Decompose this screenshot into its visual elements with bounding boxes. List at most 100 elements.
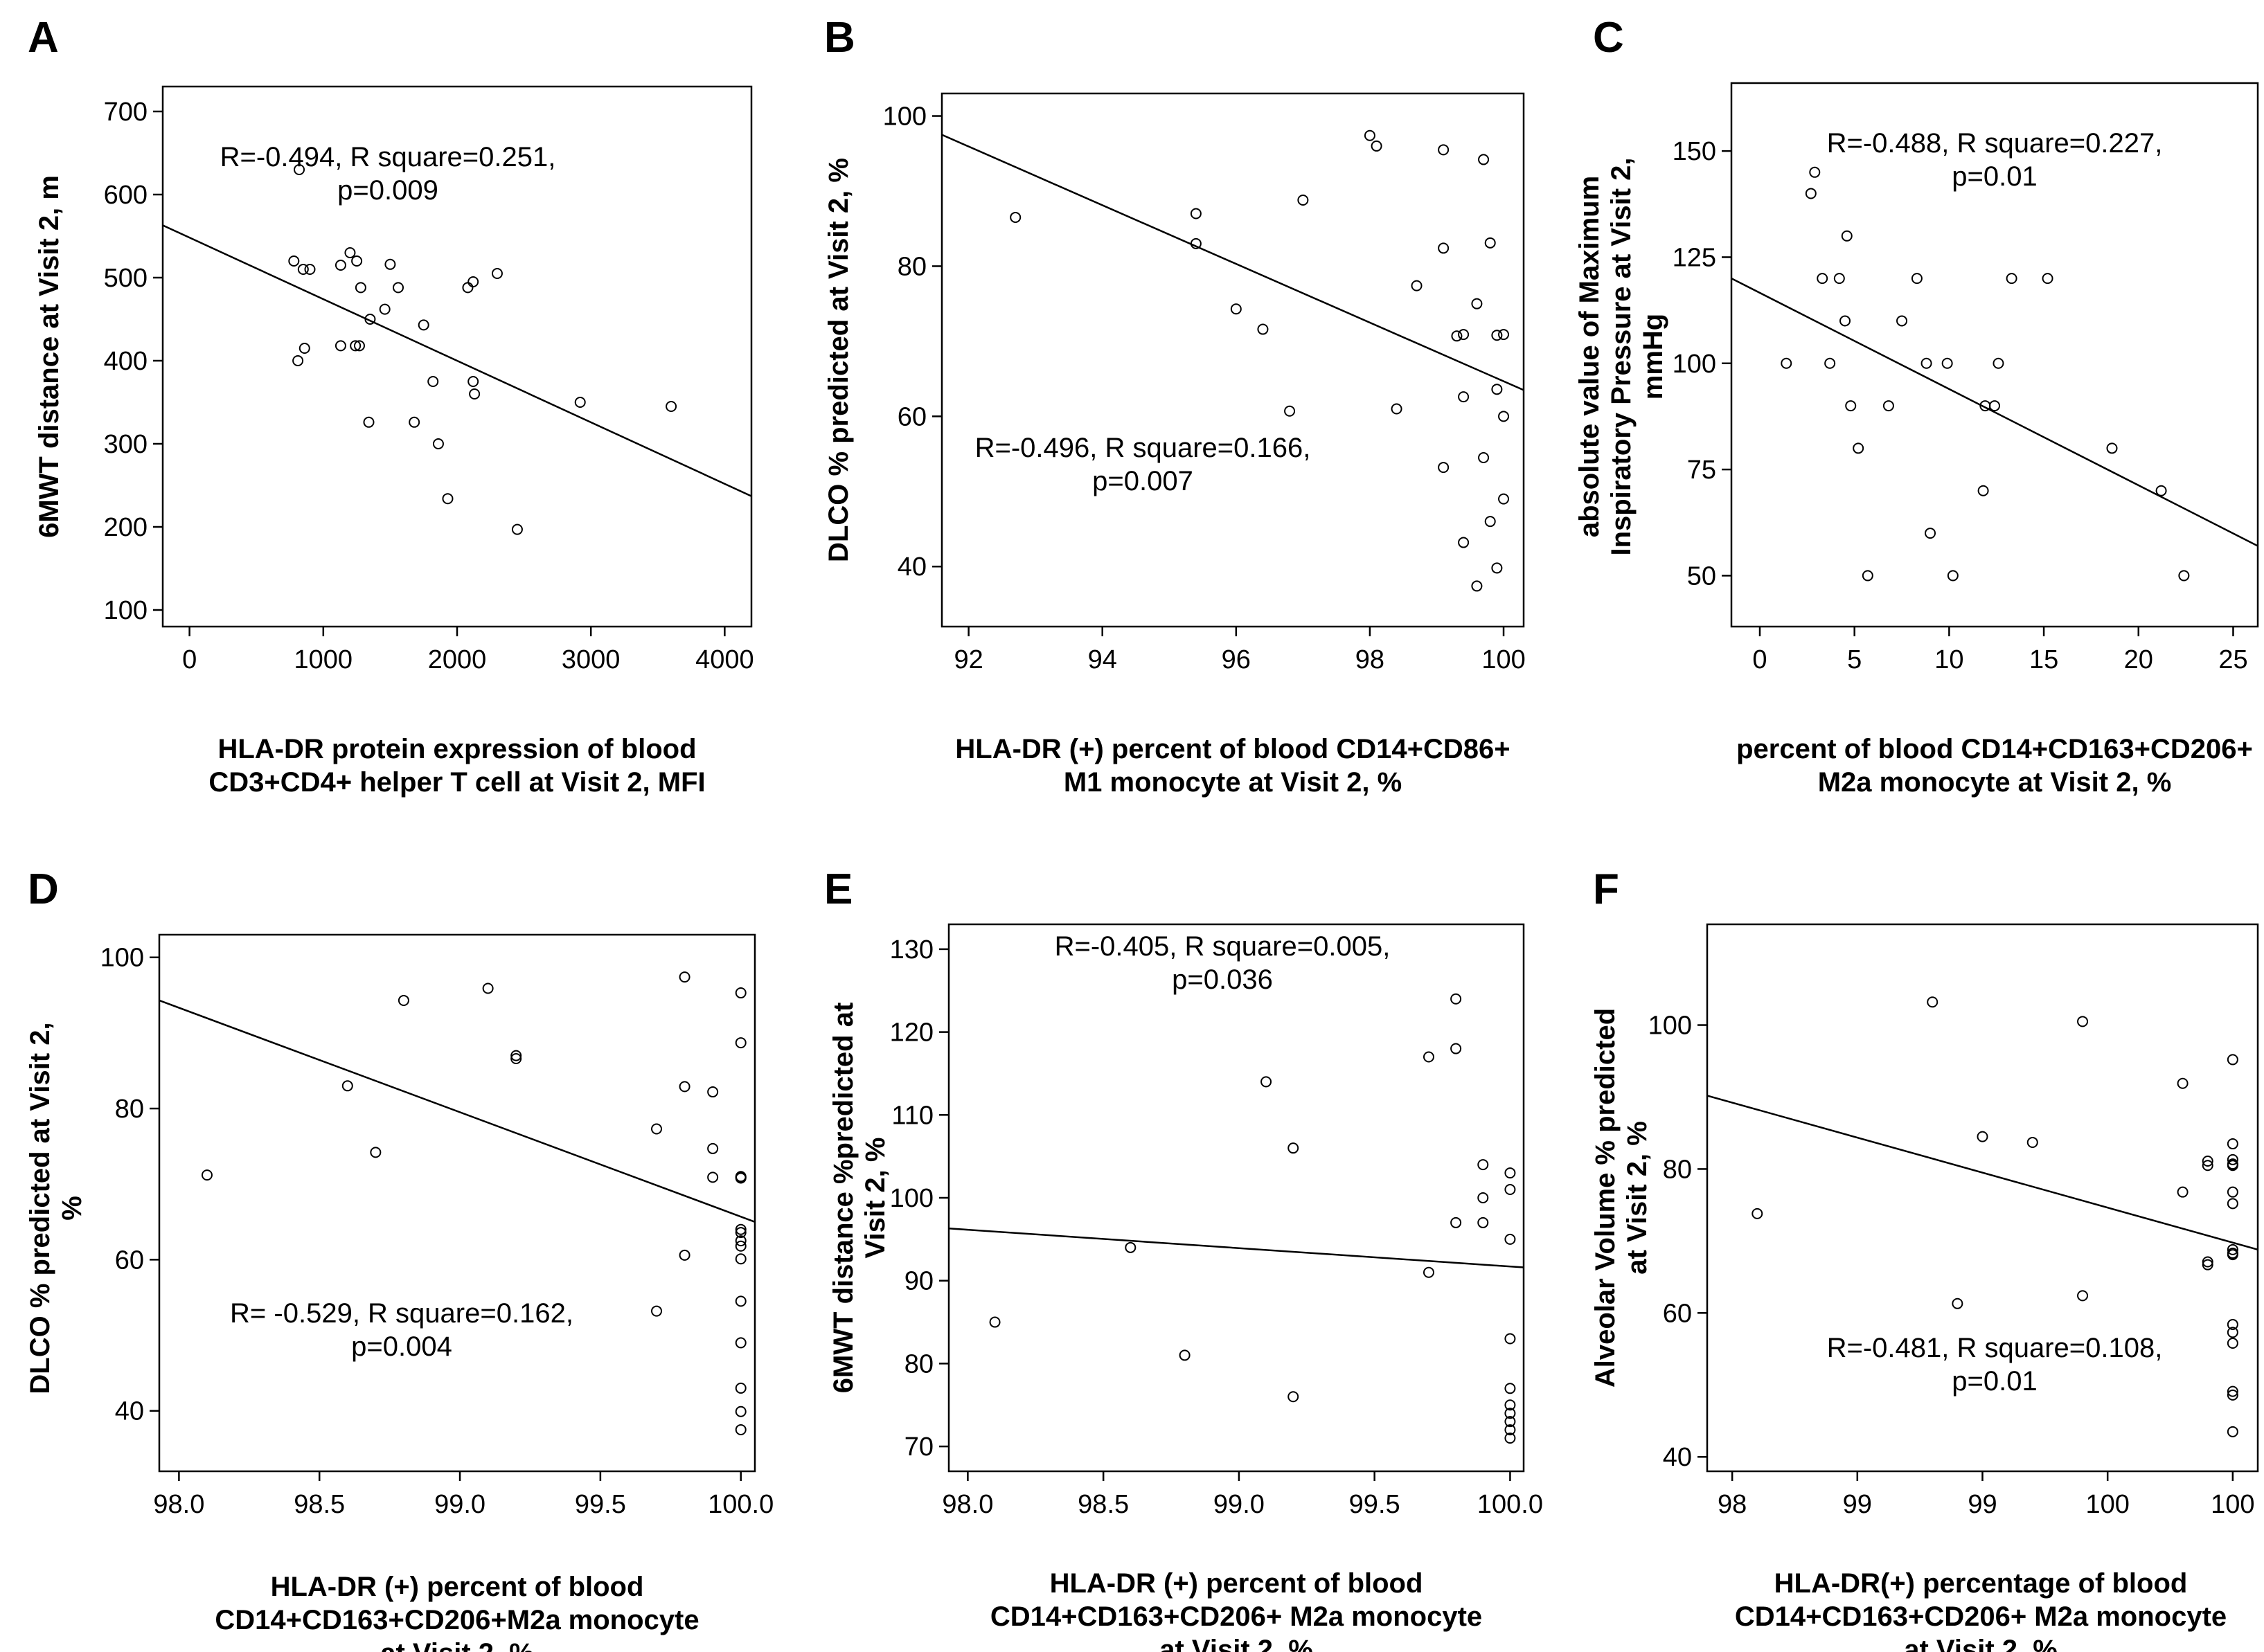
- y-tick-label-b: 60: [898, 402, 927, 431]
- x-tick-label-a: 3000: [562, 645, 621, 674]
- y-tick-label-f: 60: [1663, 1299, 1692, 1328]
- data-point-d: [510, 1050, 522, 1061]
- x-tick-label-b: 96: [1222, 645, 1251, 674]
- plot-content-a: [163, 164, 751, 535]
- data-point-d: [707, 1171, 719, 1183]
- y-tick-label-d: 60: [115, 1246, 144, 1275]
- y-tick-label-a: 200: [104, 513, 148, 542]
- data-point-e: [1179, 1349, 1191, 1361]
- data-point-e: [1504, 1433, 1516, 1444]
- data-point-d: [341, 1080, 353, 1092]
- data-point-a: [469, 388, 481, 399]
- data-point-f: [2227, 1153, 2238, 1165]
- y-tick-label-c: 50: [1687, 562, 1716, 591]
- y-tick-label-a: 400: [104, 347, 148, 376]
- x-tick-label-b: 92: [954, 645, 983, 674]
- panel-letter-c: C: [1593, 14, 1624, 62]
- data-point-a: [574, 397, 586, 408]
- panel-letter-b: B: [824, 14, 855, 62]
- data-point-e: [1260, 1076, 1272, 1088]
- data-point-f: [1977, 1131, 1988, 1142]
- x-tick-label-c: 0: [1752, 645, 1767, 674]
- data-point-e: [1450, 1216, 1462, 1228]
- data-point-f: [2227, 1389, 2238, 1401]
- data-point-f: [2177, 1186, 2189, 1198]
- data-point-b: [1190, 237, 1202, 249]
- data-point-b: [1471, 298, 1483, 309]
- data-point-d: [735, 1227, 747, 1239]
- x-tick-label-d: 99.5: [575, 1490, 626, 1519]
- x-tick-label-a: 1000: [294, 645, 353, 674]
- y-tick-label-c: 75: [1687, 456, 1716, 485]
- x-tick-label-d: 98.5: [294, 1490, 345, 1519]
- data-point-c: [1833, 273, 1845, 285]
- data-point-d: [735, 987, 747, 999]
- data-point-a: [294, 164, 305, 175]
- data-point-a: [467, 276, 479, 287]
- data-point-f: [2227, 1138, 2238, 1150]
- data-point-c: [1882, 400, 1894, 412]
- data-point-b: [1438, 144, 1450, 156]
- data-point-d: [735, 1406, 747, 1417]
- data-point-a: [666, 401, 677, 412]
- y-tick-label-d: 40: [115, 1397, 144, 1426]
- data-point-b: [1451, 330, 1463, 342]
- data-point-d: [735, 1240, 747, 1252]
- data-point-f: [2202, 1160, 2213, 1171]
- data-point-c: [1862, 570, 1873, 582]
- data-point-f: [2227, 1054, 2238, 1066]
- data-point-f: [2202, 1256, 2213, 1268]
- data-point-a: [442, 493, 454, 505]
- data-point-d: [679, 1249, 690, 1261]
- data-point-f: [2077, 1290, 2089, 1302]
- data-point-d: [651, 1123, 663, 1135]
- x-tick-label-b: 94: [1088, 645, 1117, 674]
- data-point-c: [1911, 273, 1923, 285]
- y-tick-label-e: 130: [890, 935, 934, 964]
- data-point-a: [432, 438, 444, 449]
- data-point-d: [482, 982, 494, 994]
- x-tick-label-e: 100.0: [1477, 1490, 1543, 1519]
- data-point-c: [1781, 357, 1792, 369]
- data-point-d: [707, 1086, 719, 1098]
- data-point-b: [1478, 451, 1490, 463]
- data-point-a: [298, 343, 310, 354]
- stats-annotation-c: R=-0.488, R square=0.227,: [1827, 128, 2163, 159]
- x-tick-label-e: 99.0: [1213, 1490, 1265, 1519]
- x-tick-label-c: 25: [2218, 645, 2247, 674]
- data-point-c: [2006, 273, 2017, 285]
- y-axis-title-c: mmHg: [1638, 314, 1668, 399]
- x-tick-label-a: 2000: [428, 645, 487, 674]
- data-point-f: [2202, 1155, 2213, 1167]
- plot-content-d: [159, 971, 755, 1435]
- data-point-c: [1925, 528, 1936, 539]
- y-tick-label-e: 110: [891, 1101, 934, 1130]
- panel-letter-e: E: [824, 865, 853, 913]
- y-axis-title-d: DLCO % predicted at Visit 2,: [25, 1022, 55, 1394]
- x-axis-title-e: CD14+CD163+CD206+ M2a monocyte: [990, 1601, 1482, 1632]
- y-axis-title-d: %: [57, 1196, 87, 1221]
- data-point-c: [1989, 400, 2000, 412]
- panel-letter-d: D: [28, 865, 59, 913]
- data-point-c: [1839, 315, 1851, 327]
- data-point-b: [1491, 330, 1503, 341]
- data-point-b: [1471, 580, 1483, 592]
- x-axis-title-c: percent of blood CD14+CD163+CD206+: [1736, 734, 2253, 764]
- x-axis-title-d: HLA-DR (+) percent of blood: [271, 1572, 644, 1602]
- data-point-c: [1817, 273, 1828, 285]
- x-tick-label-f: 99: [1843, 1490, 1872, 1519]
- y-tick-label-a: 500: [104, 264, 148, 293]
- y-tick-label-a: 600: [104, 181, 148, 210]
- data-point-f: [2202, 1259, 2213, 1271]
- y-tick-label-e: 80: [904, 1349, 934, 1379]
- x-axis-title-c: M2a monocyte at Visit 2, %: [1818, 767, 2172, 798]
- panel-letter-a: A: [28, 14, 59, 62]
- data-point-b: [1371, 140, 1382, 152]
- data-point-e: [1504, 1167, 1516, 1179]
- x-tick-label-e: 99.5: [1349, 1490, 1400, 1519]
- data-point-e: [1504, 1184, 1516, 1196]
- y-tick-label-b: 80: [898, 252, 927, 281]
- data-point-d: [651, 1305, 663, 1317]
- data-point-e: [1423, 1266, 1434, 1278]
- data-point-c: [1896, 315, 1908, 327]
